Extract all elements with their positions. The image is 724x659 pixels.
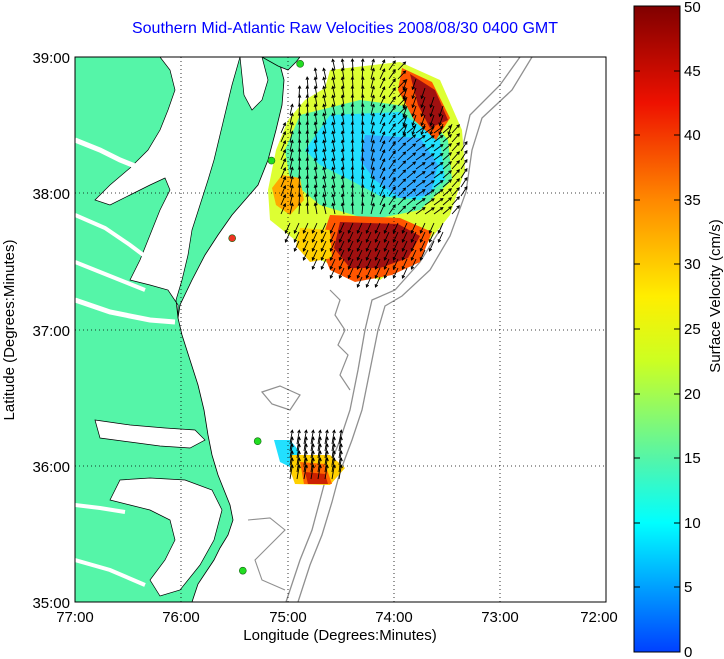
colorbar-tick: 5 bbox=[684, 579, 692, 596]
colorbar-tick: 40 bbox=[684, 127, 701, 144]
colorbar-tick: 35 bbox=[684, 192, 701, 209]
velocity-arrows-south bbox=[289, 429, 343, 480]
colorbar-label: Surface Velocity (cm/s) bbox=[707, 219, 724, 372]
colorbar-tick: 45 bbox=[684, 63, 701, 80]
station-marker bbox=[296, 60, 304, 68]
y-tick: 39:00 bbox=[32, 50, 70, 67]
albemarle-sound bbox=[94, 419, 206, 449]
y-tick: 35:00 bbox=[32, 595, 70, 612]
bathymetry-contour-4 bbox=[260, 385, 301, 411]
x-tick: 73:00 bbox=[481, 609, 519, 626]
neuse-river bbox=[75, 558, 146, 587]
bathymetry-contour-2 bbox=[297, 57, 533, 602]
y-tick: 37:00 bbox=[32, 323, 70, 340]
rappahannock-river bbox=[75, 213, 152, 262]
station-marker bbox=[253, 437, 262, 446]
station-marker bbox=[238, 566, 247, 575]
delaware-bay bbox=[239, 57, 269, 111]
bathymetry-contour-3 bbox=[329, 289, 351, 391]
colorbar-tick-labels: 0 5 10 15 20 25 30 35 40 45 50 bbox=[684, 0, 701, 659]
land-new-jersey bbox=[261, 57, 301, 71]
y-tick: 38:00 bbox=[32, 186, 70, 203]
york-river bbox=[75, 260, 146, 292]
x-tick: 76:00 bbox=[162, 609, 200, 626]
potomac-river bbox=[75, 137, 141, 171]
colorbar-tick: 30 bbox=[684, 256, 701, 273]
colorbar-tick: 0 bbox=[684, 644, 692, 659]
james-river bbox=[75, 297, 176, 325]
stations bbox=[228, 60, 304, 575]
x-tick: 75:00 bbox=[269, 609, 307, 626]
x-tick: 77:00 bbox=[56, 609, 94, 626]
station-marker bbox=[228, 234, 236, 243]
pamlico-sound bbox=[109, 477, 223, 597]
colorbar-tick: 20 bbox=[684, 386, 701, 403]
map-title: Southern Mid-Atlantic Raw Velocities 200… bbox=[131, 20, 558, 37]
gridlines bbox=[75, 57, 606, 602]
plot-border bbox=[74, 56, 607, 603]
colorbar bbox=[633, 5, 681, 653]
pamlico-river bbox=[75, 503, 126, 514]
chesapeake-bay bbox=[94, 57, 241, 319]
colorbar-tick: 10 bbox=[684, 515, 701, 532]
x-tick-labels: 77:00 76:00 75:00 74:00 73:00 72:00 bbox=[56, 609, 618, 626]
x-axis-label: Longitude (Degrees:Minutes) bbox=[243, 627, 436, 644]
colorbar-tick: 50 bbox=[684, 0, 701, 16]
colorbar-tick: 15 bbox=[684, 450, 701, 467]
colorbar-tick: 25 bbox=[684, 321, 701, 338]
x-tick: 72:00 bbox=[580, 609, 618, 626]
velocity-arrows-north bbox=[280, 58, 468, 288]
x-tick: 74:00 bbox=[375, 609, 413, 626]
station-marker bbox=[267, 156, 276, 165]
y-tick-labels: 39:00 38:00 37:00 36:00 35:00 bbox=[32, 50, 70, 612]
y-axis-label: Latitude (Degrees:Minutes) bbox=[1, 240, 18, 421]
y-tick: 36:00 bbox=[32, 459, 70, 476]
bathymetry-contour-5 bbox=[247, 517, 286, 591]
velocity-field-south bbox=[274, 440, 345, 485]
colorbar-ticks bbox=[634, 70, 680, 588]
